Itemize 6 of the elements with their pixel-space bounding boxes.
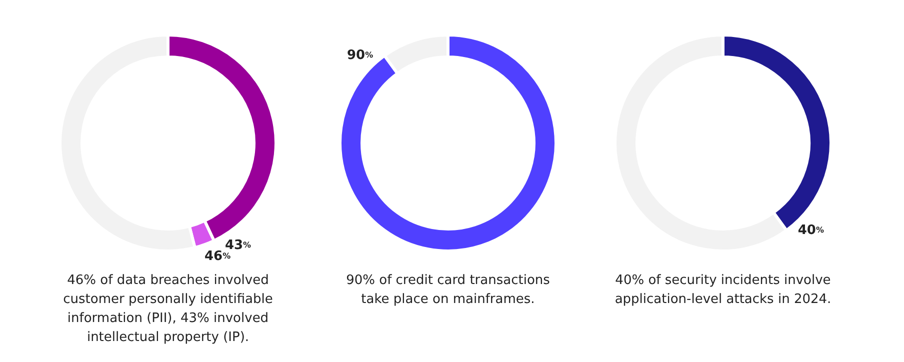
donut-slice xyxy=(338,34,558,252)
data-label: 40% xyxy=(798,222,824,238)
text: 90% of credit card transactions take place on mainframes. xyxy=(346,273,550,307)
text: 46% of data breaches involved customer personally identifiable information (PII), 43% involved intellectual property (IP). xyxy=(63,273,273,345)
data-label: 90% xyxy=(347,48,374,64)
text: 40% of security incidents involve application-level attacks in 2024. xyxy=(614,273,832,307)
